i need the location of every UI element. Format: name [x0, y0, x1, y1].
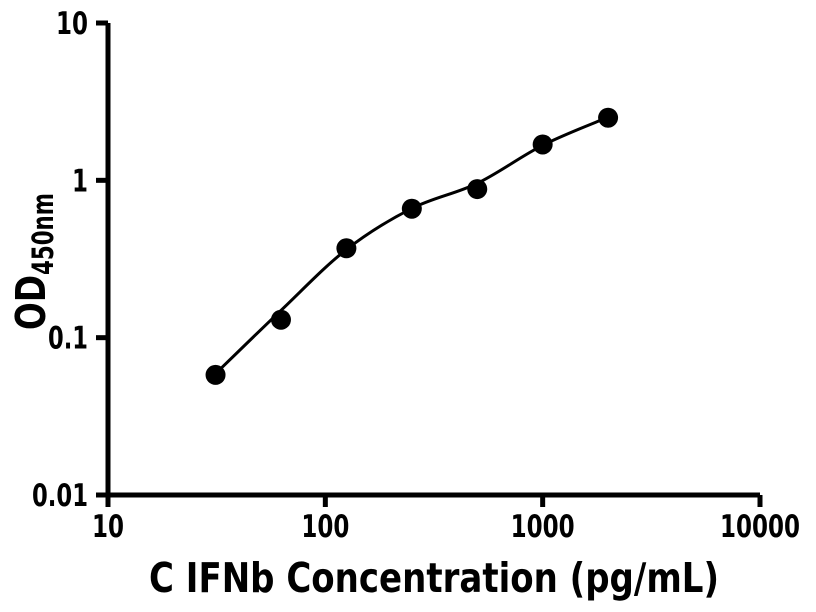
y-tick-label: 0.01 [32, 478, 88, 514]
data-series [205, 107, 619, 385]
y-axis-title-main: OD [7, 275, 55, 330]
x-tick-label: 10 [92, 509, 124, 545]
fit-curve [214, 115, 610, 376]
x-tick-label: 100 [301, 509, 349, 545]
y-tick-label: 1 [72, 163, 88, 199]
data-point [336, 238, 357, 259]
data-point [532, 134, 553, 155]
tick-marks [96, 20, 763, 507]
axes [105, 23, 760, 498]
x-tick-label: 10000 [720, 509, 800, 545]
x-tick-label: 1000 [511, 509, 575, 545]
tick-labels: 10 100 1000 10000 10 1 0.1 0.01 [32, 6, 800, 545]
axis-spine [105, 23, 760, 498]
y-axis-title: OD450nm [7, 193, 60, 330]
y-tick-label: 10 [56, 6, 88, 42]
y-axis-title-subscript: 450nm [26, 193, 60, 275]
data-point [598, 107, 619, 128]
x-axis-title: C IFNb Concentration (pg/mL) [149, 554, 719, 602]
data-point [205, 364, 226, 385]
data-point [401, 198, 422, 219]
data-point [467, 179, 488, 200]
y-tick-label: 0.1 [48, 321, 88, 357]
data-point [270, 309, 291, 330]
